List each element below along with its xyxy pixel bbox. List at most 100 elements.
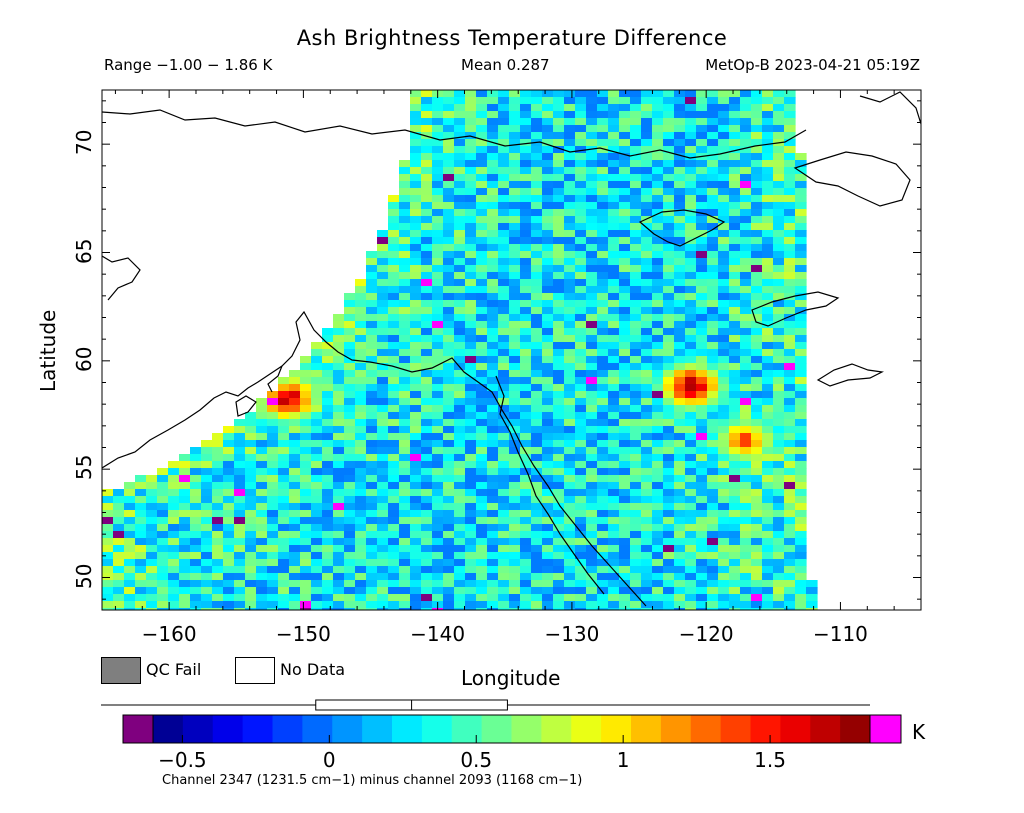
swath-cell [333,594,345,602]
swath-cell [751,545,763,553]
swath-cell [300,601,312,609]
swath-cell [586,272,598,280]
swath-cell [124,517,136,525]
swath-cell [465,293,477,301]
swath-cell [696,391,708,399]
swath-cell [663,608,675,610]
swath-cell [146,503,158,511]
swath-cell [641,188,653,196]
swath-cell [762,195,774,203]
swath-cell [564,482,576,490]
swath-cell [696,125,708,133]
swath-cell [729,454,741,462]
swath-cell [718,202,730,210]
swath-cell [410,377,422,385]
swath-cell [377,468,389,476]
swath-cell [531,601,543,609]
swath-cell [509,370,521,378]
swath-cell [366,377,378,385]
swath-cell [762,440,774,448]
swath-cell [311,461,323,469]
swath-cell [652,230,664,238]
swath-cell [421,468,433,476]
swath-cell [575,391,587,399]
swath-cell [410,468,422,476]
swath-cell [487,160,499,168]
swath-cell [773,258,785,266]
swath-cell [377,475,389,483]
swath-cell [542,300,554,308]
swath-cell [487,398,499,406]
swath-cell [784,314,796,322]
swath-cell [597,132,609,140]
swath-cell [388,482,400,490]
swath-cell [740,125,752,133]
swath-cell [729,293,741,301]
swath-cell [696,384,708,392]
swath-cell [410,461,422,469]
swath-cell [663,167,675,175]
swath-cell [619,293,631,301]
swath-cell [377,419,389,427]
swath-cell [311,545,323,553]
swath-cell [784,174,796,182]
swath-cell [344,559,356,567]
swath-cell [784,132,796,140]
swath-cell [487,293,499,301]
swath-cell [267,447,279,455]
swath-cell [322,538,334,546]
swath-cell [509,447,521,455]
swath-cell [355,356,367,364]
swath-cell [685,90,697,98]
swath-cell [773,279,785,287]
swath-cell [608,265,620,273]
swath-cell [740,545,752,553]
swath-cell [564,209,576,217]
swath-cell [718,608,730,610]
swath-cell [685,447,697,455]
swath-cell [223,503,235,511]
swath-cell [212,454,224,462]
swath-cell [168,538,180,546]
swath-cell [344,433,356,441]
swath-cell [586,419,598,427]
swath-cell [575,447,587,455]
swath-cell [586,384,598,392]
swath-cell [751,321,763,329]
swath-cell [454,356,466,364]
swath-cell [630,440,642,448]
swath-cell [718,342,730,350]
swath-cell [355,517,367,525]
swath-cell [641,370,653,378]
swath-cell [795,489,807,497]
swath-cell [619,125,631,133]
swath-cell [652,202,664,210]
swath-cell [586,216,598,224]
swath-cell [366,251,378,259]
swath-cell [289,489,301,497]
swath-cell [432,426,444,434]
swath-cell [740,153,752,161]
swath-cell [564,531,576,539]
swath-cell [685,412,697,420]
swath-cell [476,475,488,483]
swath-cell [322,601,334,609]
swath-cell [773,419,785,427]
swath-cell [784,300,796,308]
swath-cell [432,160,444,168]
swath-cell [586,300,598,308]
swath-cell [608,244,620,252]
swath-cell [168,517,180,525]
swath-cell [542,370,554,378]
swath-cell [696,608,708,610]
swath-cell [597,293,609,301]
swath-cell [509,146,521,154]
swath-cell [619,265,631,273]
swath-cell [289,608,301,610]
swath-cell [311,496,323,504]
swath-cell [575,342,587,350]
swath-cell [531,251,543,259]
swath-cell [465,594,477,602]
swath-cell [718,153,730,161]
